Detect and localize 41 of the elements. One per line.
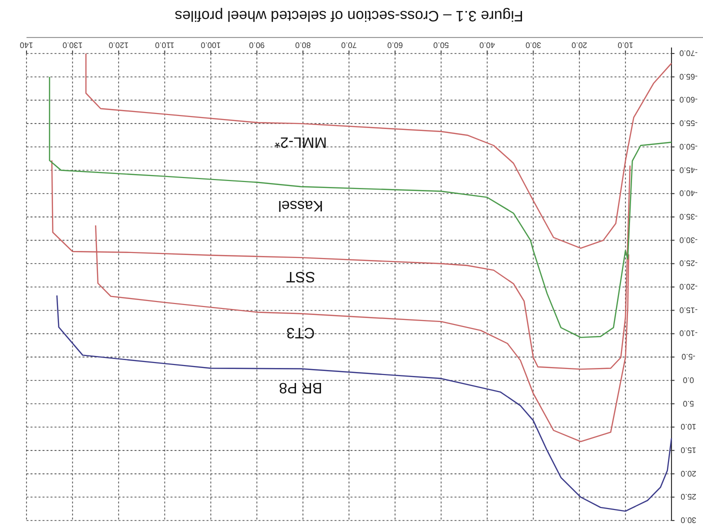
x-tick-label: 20.0 [571,40,588,50]
series-label: SST [286,268,316,285]
y-tick-label: 20.0 [680,468,696,478]
x-tick-label: 80.0 [294,40,311,50]
y-tick-label: -25.0 [678,258,698,268]
y-tick-label: -65.0 [678,72,698,81]
x-tick-label: 30.0 [524,40,542,50]
y-tick-label: 0.0 [682,375,694,384]
y-tick-label: -60.0 [678,95,698,104]
x-tick-label: 10.0 [617,40,634,50]
y-tick-label: -70.0 [678,48,698,58]
x-tick-label: 120.0 [108,40,129,50]
y-tick-label: -20.0 [678,282,698,291]
y-tick-label: -40.0 [678,188,698,198]
series-label: BR P8 [278,378,322,396]
y-tick-label: -15.0 [678,305,698,314]
series-label: MML-2* [274,134,327,151]
y-tick-label: 30.0 [680,516,696,524]
x-tick-label: 50.0 [432,40,449,50]
x-tick-label: 100.0 [200,40,221,50]
x-tick-label: 130.0 [62,40,83,50]
x-tick-label: 40.0 [478,40,495,50]
y-tick-label: -35.0 [678,212,698,221]
y-tick-label: -45.0 [678,165,698,174]
x-tick-label: 140 [19,40,34,50]
y-tick-label: 25.0 [680,492,696,502]
x-tick-label: 70.0 [340,40,357,50]
y-tick-label: -50.0 [678,142,698,151]
y-tick-label: -5.0 [681,352,696,362]
y-tick-label: -10.0 [678,328,698,338]
chart-title: Figure 3.1 – Cross-section of selected wheel profiles [174,7,524,24]
y-tick-label: -30.0 [678,235,698,244]
series-label: CT3 [286,324,315,341]
y-tick-label: 15.0 [680,445,696,454]
y-tick-label: 5.0 [682,398,694,408]
x-tick-label: 110.0 [154,40,174,50]
y-tick-label: -55.0 [678,118,698,128]
y-tick-label: 10.0 [680,422,696,432]
x-tick-label: 90.0 [248,40,265,50]
series-label: Kassel [278,196,324,214]
x-tick-label: 60.0 [386,40,403,50]
